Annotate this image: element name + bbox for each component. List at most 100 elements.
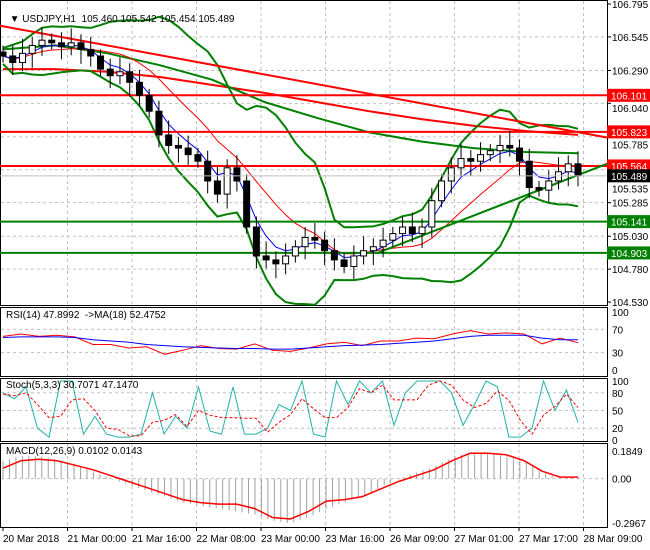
- macd-title: MACD(12,26,9) 0.0102 0.0143: [6, 446, 143, 457]
- candle-body: [57, 42, 65, 48]
- level-badge: [607, 159, 650, 173]
- indicator-axis-label: 0: [612, 436, 618, 447]
- candle-body: [486, 150, 494, 156]
- candle-body: [87, 48, 95, 57]
- candle-body: [18, 52, 26, 64]
- level-label: 105.823: [611, 128, 648, 139]
- symbol-label: USDJPY,H1: [22, 14, 76, 25]
- indicator-axis-label: -0.2967: [612, 519, 646, 530]
- candle-body: [311, 237, 319, 241]
- candle-body: [0, 51, 7, 57]
- price-label: 106.040: [612, 104, 649, 115]
- candle-body: [213, 180, 221, 195]
- candle-body: [467, 158, 475, 162]
- candle-body: [272, 259, 280, 265]
- candle-body: [574, 163, 582, 177]
- bollinger-lower: [2, 63, 579, 306]
- candle-body: [28, 44, 36, 54]
- price-label: 105.785: [612, 140, 649, 151]
- candle-body: [252, 226, 260, 257]
- indicator-axis-label: 30: [612, 349, 624, 360]
- time-label: 23 Mar 16:00: [326, 534, 385, 545]
- price-label: 106.290: [612, 66, 649, 77]
- candle-body: [204, 160, 212, 182]
- indicator-axis-label: 0: [612, 366, 618, 377]
- candle-body: [399, 226, 407, 235]
- candle-body: [116, 71, 124, 77]
- candle-body: [126, 71, 134, 83]
- level-badge: [607, 215, 650, 229]
- candle-body: [516, 147, 524, 162]
- candle-body: [340, 259, 348, 267]
- candle-body: [555, 171, 563, 182]
- time-label: 21 Mar 00:00: [68, 534, 127, 545]
- candle-body: [282, 255, 290, 265]
- candle-body: [38, 39, 46, 46]
- dropdown-triangle-icon[interactable]: ▼: [9, 14, 23, 25]
- candle-body: [155, 110, 163, 136]
- slow-ma-line: [3, 68, 579, 136]
- candle-body: [184, 147, 192, 156]
- price-label: 104.780: [612, 265, 649, 276]
- time-label: 20 Mar 2018: [3, 534, 60, 545]
- candle-body: [350, 255, 358, 267]
- panel-frame-2: [0, 378, 608, 442]
- candle-body: [194, 154, 202, 162]
- candle-body: [379, 239, 387, 248]
- price-label: 106.795: [612, 0, 649, 11]
- candle-body: [135, 81, 143, 96]
- panel-frame-3: [0, 443, 608, 528]
- current-price-badge: [607, 169, 650, 183]
- mid-ma-line: [2, 44, 579, 155]
- price-label: 105.030: [612, 232, 649, 243]
- time-label: 28 Mar 09:00: [584, 534, 643, 545]
- candle-body: [321, 239, 329, 252]
- price-label: 106.545: [612, 33, 649, 44]
- candle-body: [48, 39, 56, 44]
- candle-body: [77, 42, 85, 50]
- candle-body: [291, 246, 299, 257]
- candle-body: [67, 42, 75, 48]
- level-badge: [607, 88, 650, 102]
- time-label: 26 Mar 09:00: [390, 534, 449, 545]
- candle-body: [457, 158, 465, 169]
- candle-body: [233, 167, 241, 182]
- candle-body: [447, 167, 455, 182]
- indicator-axis-label: 0.1849: [612, 447, 643, 458]
- candle-body: [330, 250, 338, 261]
- ohlc-values: 105.460 105.542 105.454 105.489: [81, 14, 235, 25]
- level-label: 104.903: [611, 249, 648, 260]
- candle-body: [545, 180, 553, 191]
- indicator-axis-label: 50: [612, 407, 624, 418]
- time-label: 21 Mar 16:00: [132, 534, 191, 545]
- level-badge: [607, 125, 650, 139]
- price-label: 104.530: [612, 298, 649, 309]
- candle-body: [535, 187, 543, 191]
- indicator-axis-label: 100: [612, 308, 629, 319]
- macd-signal-line: [2, 452, 578, 520]
- rsi-rsi14-line: [2, 330, 579, 355]
- level-label: 105.141: [611, 218, 648, 229]
- candle-body: [165, 134, 173, 146]
- time-label: 23 Mar 00:00: [261, 534, 320, 545]
- price-label: 105.285: [612, 199, 649, 210]
- stoch-k-line: [2, 379, 579, 438]
- ma-red-line: [2, 48, 579, 255]
- panel-frame-1: [0, 307, 608, 377]
- candle-body: [262, 255, 270, 261]
- time-label: 27 Mar 01:00: [455, 534, 514, 545]
- candle-body: [428, 200, 436, 228]
- candle-body: [418, 226, 426, 235]
- indicator-axis-label: 80: [612, 389, 624, 400]
- candle-body: [506, 144, 514, 149]
- indicator-axis-label: 0.00: [612, 475, 632, 486]
- candle-body: [360, 250, 368, 257]
- candle-body: [496, 144, 504, 152]
- rsi-title: RSI(14) 47.8992 ->MA(18) 52.4752: [6, 310, 166, 321]
- candle-body: [106, 68, 114, 77]
- indicator-axis-label: 70: [612, 325, 624, 336]
- bollinger-upper: [2, 15, 579, 229]
- indicator-axis-label: 20: [612, 424, 624, 435]
- candle-body: [564, 163, 572, 173]
